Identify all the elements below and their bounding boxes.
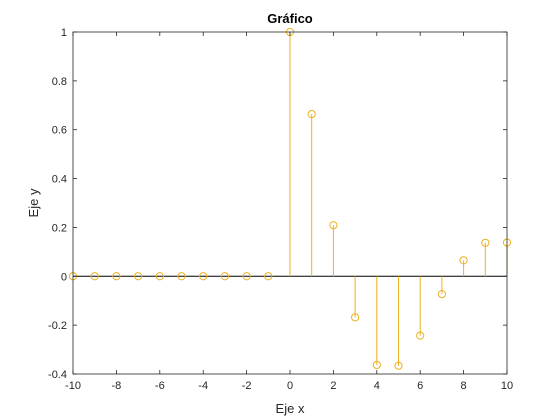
y-tick-label: 0.8: [52, 76, 67, 88]
stem-marker: [264, 272, 273, 281]
x-tick-label: 10: [501, 380, 513, 392]
x-tick-label: 6: [417, 380, 423, 392]
stem-marker: [307, 109, 316, 119]
x-tick-label: 2: [330, 380, 336, 392]
x-tick-label: -4: [198, 380, 208, 392]
stem-marker: [437, 290, 446, 299]
stem-marker: [329, 221, 338, 230]
stem-marker: [242, 272, 251, 281]
stem-marker: [220, 272, 229, 281]
stem-point: [177, 272, 186, 281]
y-tick-label: 1: [61, 27, 67, 39]
stem-point: [351, 276, 360, 322]
stem-point: [394, 276, 403, 370]
stem-point: [437, 276, 446, 299]
stem-point: [481, 238, 490, 277]
stem-marker: [177, 272, 186, 281]
stem-marker: [134, 272, 143, 281]
x-tick-label: -8: [112, 380, 122, 392]
y-tick-label: -0.4: [48, 369, 67, 381]
stem-marker: [372, 360, 381, 370]
stem-point: [199, 272, 208, 281]
y-tick-label: 0.2: [52, 222, 67, 234]
stem-marker: [112, 272, 121, 281]
x-tick-label: -2: [242, 380, 252, 392]
stem-point: [416, 276, 425, 340]
y-tick-label: -0.2: [48, 320, 67, 332]
stem-marker: [394, 361, 403, 370]
y-tick-label: 0.6: [52, 125, 67, 137]
stem-point: [220, 272, 229, 281]
y-tick-label: 0: [61, 271, 67, 283]
stem-point: [329, 221, 338, 277]
stem-point: [307, 109, 316, 277]
chart-title: Gráfico: [267, 11, 313, 26]
stem-point: [264, 272, 273, 281]
stem-marker: [416, 331, 425, 340]
stem-point: [459, 256, 468, 277]
stem-point: [372, 276, 381, 370]
stem-point: [134, 272, 143, 281]
stem-point: [112, 272, 121, 281]
x-tick-label: 8: [461, 380, 467, 392]
stem-point: [155, 272, 164, 281]
stem-marker: [90, 272, 99, 281]
stem-marker: [481, 238, 490, 247]
y-axis-label: Eje y: [26, 188, 41, 217]
x-tick-label: -10: [65, 380, 81, 392]
stem-point: [242, 272, 251, 281]
stem-marker: [199, 272, 208, 281]
stem-marker: [155, 272, 164, 281]
y-tick-label: 0.4: [52, 174, 67, 186]
x-axis-label: Eje x: [276, 401, 305, 416]
x-tick-label: 4: [374, 380, 380, 392]
stem-point: [90, 272, 99, 281]
stem-marker: [459, 256, 468, 265]
stem-marker: [351, 313, 360, 322]
x-tick-label: -6: [155, 380, 165, 392]
x-tick-label: 0: [287, 380, 293, 392]
